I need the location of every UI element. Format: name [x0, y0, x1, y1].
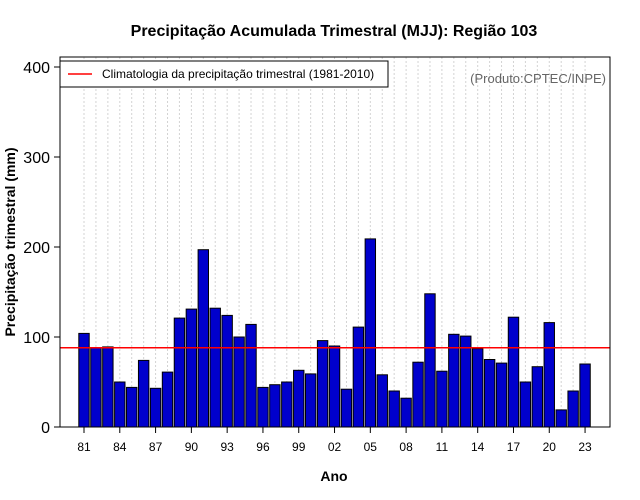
- bar-1999: [293, 369, 305, 428]
- bar-1998: [281, 381, 293, 428]
- bar-2015: [483, 359, 496, 428]
- x-tick-label: 23: [578, 440, 592, 454]
- bar-2017: [507, 316, 520, 428]
- x-tick-label: 14: [471, 440, 485, 454]
- bar-1992: [209, 307, 221, 428]
- legend: Climatologia da precipitação trimestral …: [59, 60, 389, 88]
- x-tick-label: 84: [113, 440, 127, 454]
- bar-2021: [555, 409, 567, 428]
- bar-2007: [388, 390, 400, 428]
- bar-2022: [567, 390, 579, 428]
- axes: 0 100 200 300 400 81 84 87 90 93 96 99 02 05 08 11 14 17 2…: [23, 56, 611, 454]
- x-tick-label: 11: [436, 440, 449, 454]
- x-tick-label: 87: [149, 440, 163, 454]
- bar-2002: [328, 345, 341, 428]
- bar-2023: [579, 363, 591, 428]
- bar-2010: [424, 293, 436, 428]
- legend-box: [59, 60, 389, 88]
- x-tick-label: 99: [292, 440, 306, 454]
- bar-2019: [531, 366, 544, 428]
- x-tick-label: 81: [77, 440, 91, 454]
- bar-1983: [102, 346, 114, 428]
- bar-2013: [460, 335, 472, 428]
- bar-2009: [412, 361, 424, 428]
- bar-2018: [519, 381, 532, 428]
- x-tick-label: 20: [543, 440, 557, 454]
- bar-1988: [161, 371, 174, 428]
- chart-title: Precipitação Acumulada Trimestral (MJJ):…: [131, 23, 538, 40]
- bar-2008: [400, 397, 412, 428]
- bar-2001: [316, 340, 329, 428]
- y-tick-label: 100: [23, 330, 50, 347]
- bar-1995: [245, 323, 257, 428]
- x-axis-label: Ano: [320, 468, 347, 484]
- bar-1990: [185, 308, 198, 428]
- x-tick-label: 96: [256, 440, 270, 454]
- bar-2014: [471, 348, 484, 428]
- source-label: (Produto:CPTEC/INPE): [470, 71, 606, 86]
- bar-2006: [376, 374, 388, 428]
- bar-1991: [197, 249, 210, 428]
- x-tick-label: 17: [507, 440, 521, 454]
- y-tick-label: 300: [23, 150, 50, 167]
- y-tick-label: 400: [23, 60, 50, 77]
- x-tick-label: 05: [364, 440, 378, 454]
- legend-label: Climatologia da precipitação trimestral …: [102, 67, 374, 81]
- x-tick-label: 93: [220, 440, 234, 454]
- bar-1996: [257, 386, 269, 428]
- bar-1994: [233, 336, 245, 428]
- y-tick-label: 0: [41, 420, 50, 437]
- bar-1997: [269, 384, 281, 428]
- bar-1989: [173, 317, 186, 428]
- y-tick-label: 200: [23, 240, 50, 257]
- bar-1986: [137, 359, 150, 428]
- bar-2004: [352, 326, 365, 428]
- bar-2003: [340, 388, 353, 428]
- bar-2005: [364, 238, 377, 428]
- bar-2020: [543, 322, 555, 428]
- bar-1982: [90, 347, 102, 428]
- bar-1993: [221, 314, 233, 428]
- x-tick-label: 02: [328, 440, 342, 454]
- x-tick-label: 08: [399, 440, 413, 454]
- bar-2016: [495, 362, 508, 428]
- y-axis-label: Precipitação trimestral (mm): [2, 147, 18, 336]
- bar-1984: [114, 381, 126, 428]
- bar-1987: [149, 387, 162, 428]
- bar-1985: [126, 386, 138, 428]
- bar-2011: [436, 370, 448, 428]
- bar-2000: [304, 373, 317, 428]
- x-tick-label: 90: [185, 440, 199, 454]
- bars: [78, 238, 591, 428]
